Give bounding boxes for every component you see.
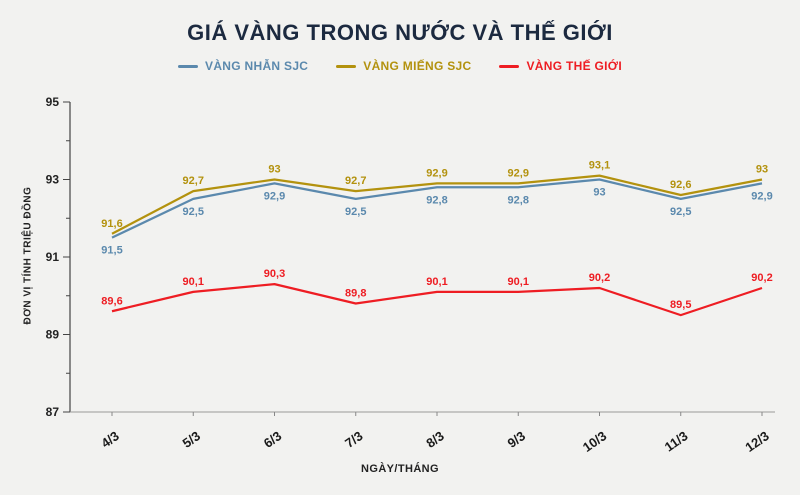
data-label-series-2: 89,8 bbox=[345, 288, 366, 300]
data-label-series-1: 92,9 bbox=[426, 167, 447, 179]
data-label-series-2: 90,2 bbox=[589, 272, 610, 284]
data-label-series-0: 93 bbox=[593, 187, 605, 199]
x-tick-label: 10/3 bbox=[580, 428, 609, 455]
data-label-series-2: 90,1 bbox=[426, 276, 447, 288]
legend-label-vang-nhan-sjc: VÀNG NHẪN SJC bbox=[205, 59, 309, 73]
y-tick-label: 95 bbox=[46, 95, 60, 109]
legend-line-marker-gold bbox=[336, 64, 357, 68]
legend-line-marker-blue bbox=[178, 64, 199, 68]
series-line-2 bbox=[111, 283, 763, 317]
x-axis-title: NGÀY/THÁNG bbox=[361, 463, 439, 475]
data-label-series-0: 92,9 bbox=[264, 190, 285, 202]
legend-item-vang-nhan-sjc: VÀNG NHẪN SJC bbox=[178, 59, 308, 73]
data-label-series-2: 90,1 bbox=[183, 276, 204, 288]
data-label-series-0: 91,5 bbox=[101, 245, 122, 257]
series-line-1 bbox=[111, 174, 763, 235]
legend-line-marker-red bbox=[499, 64, 520, 68]
legend-item-vang-the-gioi: VÀNG THẾ GIỚI bbox=[499, 59, 622, 73]
legend-label-vang-mieng-sjc: VÀNG MIẾNG SJC bbox=[363, 59, 472, 73]
x-tick-label: 4/3 bbox=[98, 428, 121, 451]
x-tick-label: 6/3 bbox=[261, 428, 284, 451]
x-tick-label: 7/3 bbox=[342, 428, 365, 451]
data-label-series-2: 89,5 bbox=[670, 299, 691, 311]
data-label-series-0: 92,5 bbox=[345, 206, 366, 218]
y-tick-label: 89 bbox=[46, 328, 60, 342]
line-chart-canvas: 87 89 91 93 95 4/3 5/3 6/3 7/3 8/3 9/3 10/3 11/3 12/3… bbox=[46, 95, 775, 455]
x-tick-label: 9/3 bbox=[505, 428, 528, 451]
data-label-series-1: 92,7 bbox=[345, 175, 366, 187]
data-label-series-0: 92,5 bbox=[183, 206, 204, 218]
data-label-series-1: 93,1 bbox=[589, 160, 610, 172]
data-label-series-2: 90,2 bbox=[751, 272, 772, 284]
x-tick-label: 8/3 bbox=[423, 428, 446, 451]
data-label-series-0: 92,5 bbox=[670, 206, 691, 218]
x-tick-label: 11/3 bbox=[662, 428, 691, 454]
legend-item-vang-mieng-sjc: VÀNG MIẾNG SJC bbox=[336, 59, 471, 73]
data-label-series-2: 89,6 bbox=[101, 295, 122, 307]
data-label-series-2: 90,3 bbox=[264, 268, 285, 280]
legend: VÀNG NHẪN SJC VÀNG MIẾNG SJC VÀNG THẾ GI… bbox=[0, 59, 800, 73]
data-label-series-0: 92,8 bbox=[426, 194, 447, 206]
x-tick-label: 5/3 bbox=[180, 428, 203, 451]
y-tick-label: 93 bbox=[46, 173, 60, 187]
data-label-series-1: 91,6 bbox=[101, 218, 122, 230]
data-label-series-1: 92,9 bbox=[508, 167, 529, 179]
data-label-series-0: 92,8 bbox=[508, 194, 529, 206]
y-tick-label: 91 bbox=[46, 250, 60, 264]
x-tick-label: 12/3 bbox=[742, 428, 771, 455]
y-tick-label: 87 bbox=[46, 405, 60, 419]
chart-title: GIÁ VÀNG TRONG NƯỚC VÀ THẾ GIỚI bbox=[187, 20, 613, 45]
data-label-series-2: 90,1 bbox=[508, 276, 529, 288]
data-label-series-1: 92,6 bbox=[670, 179, 691, 191]
legend-label-vang-the-gioi: VÀNG THẾ GIỚI bbox=[526, 59, 622, 73]
data-label-series-1: 93 bbox=[756, 164, 768, 176]
data-label-series-1: 92,7 bbox=[183, 175, 204, 187]
data-label-series-0: 92,9 bbox=[751, 190, 772, 202]
series-line-0 bbox=[111, 178, 763, 239]
data-label-series-1: 93 bbox=[268, 164, 280, 176]
